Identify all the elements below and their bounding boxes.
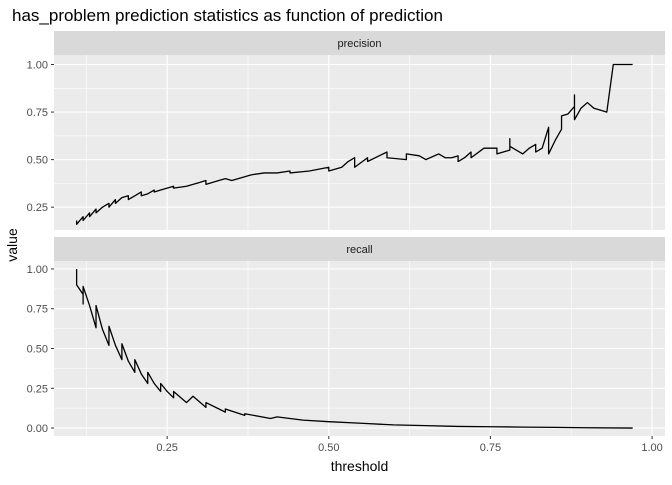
facet-panel-precision: precision 0.25 0.50 0.75 1.00: [27, 31, 665, 230]
line-precision: [75, 63, 633, 225]
y-axis-precision: 0.25 0.50 0.75 1.00: [27, 60, 54, 214]
grid-precision: [54, 55, 665, 230]
y-tick-label: 0.25: [27, 383, 48, 395]
strip-label-recall: recall: [346, 244, 372, 256]
strip-recall: [54, 237, 665, 261]
plot-area-precision: [54, 55, 665, 230]
y-tick-label: 1.00: [27, 264, 48, 276]
y-tick-label: 0.50: [27, 344, 48, 356]
facet-panel-recall: recall 0.00 0.25 0.50 0.75 1.00: [27, 237, 665, 436]
x-tick-label: 0.75: [480, 442, 501, 454]
x-axis: 0.25 0.50 0.75 1.00: [156, 436, 663, 454]
x-tick-label: 0.50: [318, 442, 339, 454]
strip-label-precision: precision: [337, 38, 381, 50]
x-tick-label: 1.00: [641, 442, 662, 454]
y-tick-label: 0.00: [27, 423, 48, 435]
y-axis-title: value: [4, 228, 20, 262]
strip-precision: [54, 31, 665, 55]
y-tick-label: 1.00: [27, 60, 48, 72]
x-axis-title: threshold: [331, 458, 389, 474]
y-tick-label: 0.75: [27, 107, 48, 119]
x-tick-label: 0.25: [156, 442, 177, 454]
y-axis-recall: 0.00 0.25 0.50 0.75 1.00: [27, 264, 54, 435]
chart-title: has_problem prediction statistics as fun…: [12, 6, 443, 25]
line-recall: [75, 268, 633, 429]
y-tick-label: 0.50: [27, 155, 48, 167]
y-tick-label: 0.75: [27, 304, 48, 316]
y-tick-label: 0.25: [27, 202, 48, 214]
